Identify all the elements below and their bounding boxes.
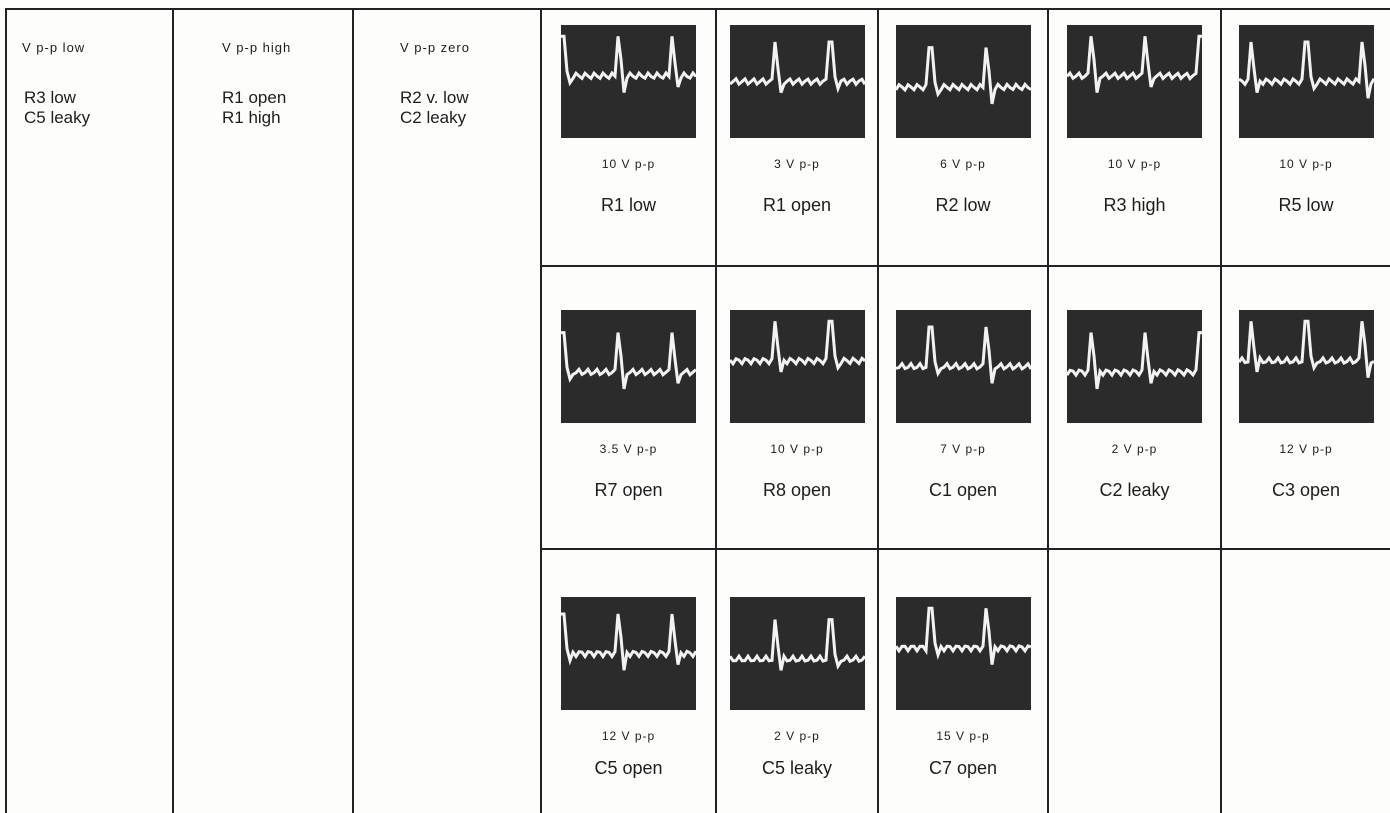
photo-frame bbox=[728, 310, 866, 423]
oscilloscope-photo bbox=[728, 25, 866, 138]
fault-item: R3 low bbox=[24, 88, 76, 107]
amplitude-label: 2 V p-p bbox=[774, 729, 820, 743]
amplitude-label: 15 V p-p bbox=[936, 729, 990, 743]
fault-label: C1 open bbox=[928, 480, 998, 500]
amplitude-label: 3 V p-p bbox=[774, 157, 820, 171]
fault-label: R1 open bbox=[762, 195, 832, 215]
photo-frame bbox=[894, 597, 1031, 710]
amplitude-label: 12 V p-p bbox=[1279, 442, 1333, 456]
fault-label: R2 low bbox=[935, 195, 991, 215]
column-rule bbox=[1220, 8, 1222, 813]
fault-label: R1 low bbox=[600, 195, 657, 215]
column-rule bbox=[1047, 8, 1049, 813]
waveform-cell: 10 V p-p R3 high bbox=[1049, 25, 1220, 230]
oscilloscope-photo bbox=[894, 597, 1031, 710]
amplitude-label: 10 V p-p bbox=[601, 157, 656, 171]
waveform-cell: 12 V p-p C5 open bbox=[542, 597, 715, 793]
column-rule bbox=[5, 8, 7, 813]
photo-frame bbox=[728, 25, 866, 138]
row-rule bbox=[540, 548, 1390, 550]
waveform-cell: 2 V p-p C5 leaky bbox=[717, 597, 877, 793]
fault-label: R7 open bbox=[594, 480, 663, 500]
oscilloscope-photo bbox=[1237, 310, 1375, 423]
fault-label: C5 open bbox=[594, 758, 663, 778]
amplitude-label: 2 V p-p bbox=[1111, 442, 1158, 456]
fault-label: C3 open bbox=[1271, 480, 1341, 500]
fault-item: R2 v. low bbox=[400, 88, 469, 107]
fault-label: R8 open bbox=[762, 480, 832, 500]
waveform-cell: 3 V p-p R1 open bbox=[717, 25, 877, 230]
column-rule bbox=[715, 8, 717, 813]
fault-label: C7 open bbox=[928, 758, 998, 778]
top-rule bbox=[5, 8, 1390, 10]
waveform-cell: 10 V p-p R1 low bbox=[542, 25, 715, 230]
amplitude-label: 3.5 V p-p bbox=[599, 442, 658, 456]
photo-frame bbox=[895, 310, 1032, 423]
column-rule bbox=[352, 8, 354, 813]
waveform-cell: 12 V p-p C3 open bbox=[1222, 310, 1390, 515]
oscilloscope-photo bbox=[728, 310, 866, 423]
amplitude-label: 6 V p-p bbox=[940, 157, 986, 171]
row-rule bbox=[540, 265, 1390, 267]
photo-frame bbox=[561, 25, 698, 138]
waveform-cell: 2 V p-p C2 leaky bbox=[1049, 310, 1220, 515]
fault-label: C2 leaky bbox=[1099, 480, 1170, 500]
fault-item: C5 leaky bbox=[24, 108, 91, 127]
photo-frame bbox=[894, 25, 1032, 138]
oscilloscope-photo bbox=[561, 310, 697, 423]
column-header: V p-p high bbox=[222, 40, 292, 55]
photo-frame bbox=[561, 310, 697, 423]
oscilloscope-photo bbox=[728, 597, 866, 710]
photo-frame bbox=[1065, 310, 1202, 423]
column-rule bbox=[172, 8, 174, 813]
waveform-cell: 10 V p-p R8 open bbox=[717, 310, 877, 515]
waveform-cell: 15 V p-p C7 open bbox=[879, 597, 1047, 793]
waveform-cell: 7 V p-p C1 open bbox=[879, 310, 1047, 515]
amplitude-label: 7 V p-p bbox=[940, 442, 986, 456]
oscilloscope-photo bbox=[894, 25, 1032, 138]
waveform-cell: 10 V p-p R5 low bbox=[1222, 25, 1390, 230]
oscilloscope-photo bbox=[561, 25, 698, 138]
waveform-cell: 3.5 V p-p R7 open bbox=[542, 310, 715, 515]
column-rule bbox=[877, 8, 879, 813]
fault-item: R1 high bbox=[222, 108, 281, 127]
photo-frame bbox=[1065, 25, 1202, 138]
amplitude-label: 10 V p-p bbox=[770, 442, 824, 456]
photo-frame bbox=[1237, 25, 1375, 138]
column-header: V p-p low bbox=[22, 40, 86, 55]
photo-frame bbox=[728, 597, 866, 710]
oscilloscope-photo bbox=[895, 310, 1032, 423]
fault-item: R1 open bbox=[222, 88, 287, 107]
amplitude-label: 10 V p-p bbox=[1107, 157, 1162, 171]
amplitude-label: 10 V p-p bbox=[1279, 157, 1333, 171]
fault-label: C5 leaky bbox=[761, 758, 833, 778]
amplitude-label: 12 V p-p bbox=[601, 729, 656, 743]
oscilloscope-photo bbox=[1065, 310, 1202, 423]
oscilloscope-photo bbox=[1237, 25, 1375, 138]
fault-label: R5 low bbox=[1278, 195, 1334, 215]
photo-frame bbox=[1237, 310, 1375, 423]
column-rule bbox=[540, 8, 542, 813]
fault-item: C2 leaky bbox=[400, 108, 467, 127]
column-header: V p-p zero bbox=[400, 40, 470, 55]
fault-label: R3 high bbox=[1103, 195, 1166, 215]
oscilloscope-photo bbox=[561, 597, 698, 710]
photo-frame bbox=[561, 597, 698, 710]
oscilloscope-photo bbox=[1065, 25, 1202, 138]
waveform-cell: 6 V p-p R2 low bbox=[879, 25, 1047, 230]
